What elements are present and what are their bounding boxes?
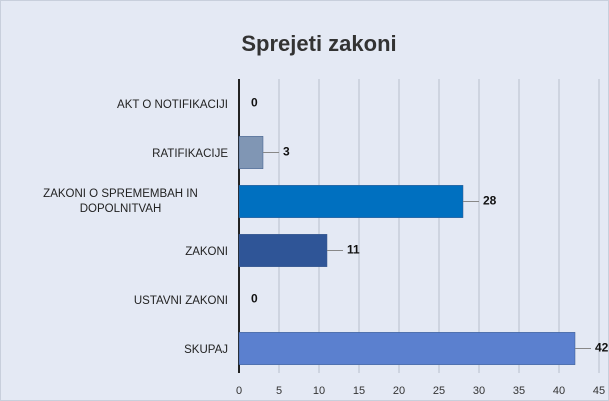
x-tick-label: 15 — [353, 385, 365, 397]
category-label: AKT O NOTIFIKACIJI — [117, 98, 228, 111]
x-tick-label: 20 — [393, 385, 405, 397]
x-tick-label: 45 — [593, 385, 605, 397]
y-tick-label: RATIFIKACIJE — [152, 144, 228, 162]
category-label: SKUPAJ — [184, 343, 228, 356]
x-tick-label: 10 — [313, 385, 325, 397]
y-tick-label: USTAVNI ZAKONI — [134, 291, 228, 309]
category-label: USTAVNI ZAKONI — [133, 294, 228, 307]
x-tick-label: 0 — [236, 385, 242, 397]
x-tick-label: 40 — [553, 385, 565, 397]
x-tick-label: 25 — [433, 385, 445, 397]
data-label: 11 — [347, 243, 360, 257]
data-label: 28 — [483, 194, 497, 208]
y-tick-label: SKUPAJ — [184, 340, 228, 358]
x-tick-label: 5 — [276, 385, 282, 397]
x-tick-label: 35 — [513, 385, 525, 397]
category-label: ZAKONI O SPREMEMBAH IN DOPOLNITVAH — [43, 187, 198, 215]
bar — [238, 234, 328, 267]
category-label: ZAKONI — [185, 245, 228, 258]
data-label: 3 — [283, 145, 290, 159]
bar — [238, 136, 264, 169]
y-tick-label: AKT O NOTIFIKACIJI — [117, 95, 228, 113]
data-label: 42 — [595, 341, 608, 355]
bar — [238, 332, 576, 365]
chart-title: Sprejeti zakoni — [241, 31, 396, 56]
y-tick-label: ZAKONI — [185, 242, 228, 260]
data-label: 0 — [251, 96, 258, 110]
data-label: 0 — [251, 292, 258, 306]
bar — [238, 185, 464, 218]
x-tick-label: 30 — [473, 385, 485, 397]
y-tick-label: ZAKONI O SPREMEMBAH IN DOPOLNITVAH — [13, 187, 228, 217]
category-label: RATIFIKACIJE — [152, 147, 228, 160]
